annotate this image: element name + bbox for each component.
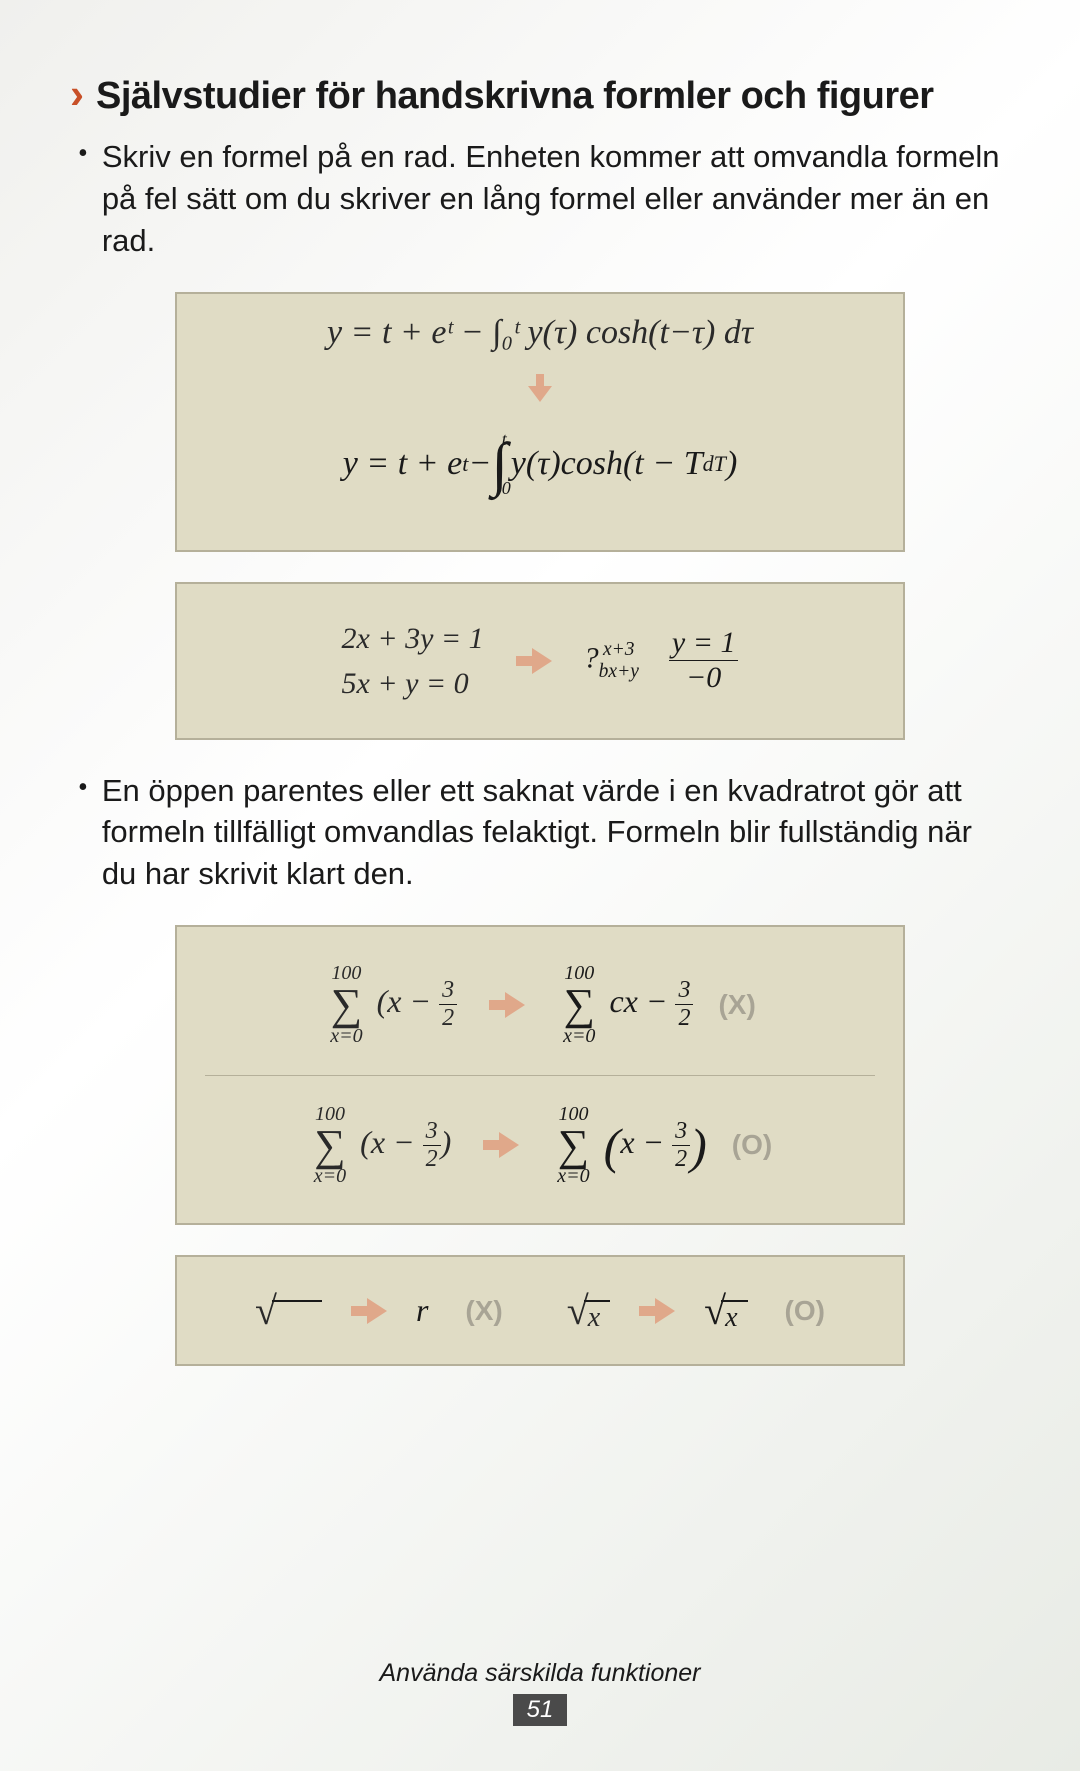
arrow-right-icon [514,646,554,676]
formula-box-3: 100 ∑ x=0 (x − 32 100 ∑ x=0 cx − 32 (X) … [175,925,905,1225]
chevron-icon: › [70,70,84,118]
sigma-icon: ∑ [564,985,595,1025]
fraction: 32 [423,1118,441,1173]
divider [205,1075,875,1076]
formula-box-4: √ r (X) √ x √ x (O) [175,1255,905,1366]
integral-symbol: ∫ t 0 [491,429,510,499]
sum-lower: x=0 [557,1165,589,1188]
result-mark-o: (O) [785,1295,825,1327]
bullet-item-2: • En öppen parentes eller ett saknat vär… [70,770,1010,896]
formula-box-1: y = t + eᵗ − ∫₀ᵗ y(τ) cosh(t−τ) dτ y = t… [175,292,905,552]
typeset-formula-1: y = t + e t − ∫ t 0 y(τ)cosh(t − TdT) [205,429,875,499]
fraction: 32 [439,977,457,1032]
arrow-right-icon [637,1296,677,1326]
arrow-right-icon [349,1296,389,1326]
sqrt-arg [272,1300,322,1334]
frac-den: 2 [675,1146,687,1173]
formula-part: (x − [360,1124,422,1160]
sum-symbol: 100 ∑ x=0 [557,1103,589,1189]
result-mark-x: (X) [718,989,755,1021]
fraction: y = 1 −0 [669,626,739,695]
formula-part: y = t + e [343,445,463,483]
formula-part: ) [726,445,737,483]
footer-text: Använda särskilda funktioner [0,1659,1080,1688]
frac-denominator: −0 [686,661,721,695]
sigma-icon: ∑ [314,1126,345,1166]
handwritten-sqrt-empty: √ [255,1287,322,1334]
formula-part: (x − [377,983,439,1019]
formula-part: ) [441,1124,452,1160]
heading-text: Självstudier för handskrivna formler och… [96,75,934,118]
eq-line-2: 5x + y = 0 [342,661,484,706]
sum-lower: x=0 [563,1025,595,1048]
frac-numerator: y = 1 [669,626,739,661]
frac-num: 3 [672,1118,690,1146]
sqrt-row: √ r (X) √ x √ x (O) [205,1287,875,1334]
page-footer: Använda särskilda funktioner 51 [0,1659,1080,1726]
formula-part: cx − [609,983,675,1019]
equation-row: 2x + 3y = 1 5x + y = 0 ?x+3bx+y y = 1 −0 [205,604,875,718]
sum-row-2: 100 ∑ x=0 (x − 32) 100 ∑ x=0 (x − 32) (O… [205,1088,875,1204]
frac-num: 3 [423,1118,441,1146]
frac-den: 2 [442,1005,454,1032]
formula-part: y(τ)cosh(t − T [511,445,703,483]
formula-part: ? [584,641,599,674]
bullet-icon: • [78,136,88,172]
result-mark-x: (X) [465,1295,502,1327]
sigma-icon: ∑ [558,1126,589,1166]
bullet-text-1: Skriv en formel på en rad. Enheten komme… [102,136,1010,262]
frac-den: 2 [678,1005,690,1032]
sum-lower: x=0 [314,1165,346,1188]
sqrt-arg: x [584,1300,610,1334]
sqrt-arg: x [721,1300,747,1334]
sum-symbol: 100 ∑ x=0 [563,962,595,1048]
typeset-sum-2: 100 ∑ x=0 (x − 32) [551,1103,706,1189]
paren-open: ( [604,1117,621,1173]
sup: x+3 [603,639,635,661]
sigma-icon: ∑ [331,985,362,1025]
sum-row-1: 100 ∑ x=0 (x − 32 100 ∑ x=0 cx − 32 (X) [205,947,875,1063]
bullet-icon: • [78,770,88,806]
frac-den: 2 [426,1146,438,1173]
arrow-right-icon [487,990,527,1020]
stacked-sub-sup: x+3bx+y [599,639,639,683]
sum-symbol: 100 ∑ x=0 [330,962,362,1048]
arrow-right-icon [481,1130,521,1160]
bullet-text-2: En öppen parentes eller ett saknat värde… [102,770,1010,896]
handwritten-sqrt-x: √ x [567,1287,610,1334]
int-upper: t [502,429,507,450]
formula-part: − [468,445,491,483]
section-heading: › Självstudier för handskrivna formler o… [70,70,1010,118]
handwritten-formula-1: y = t + eᵗ − ∫₀ᵗ y(τ) cosh(t−τ) dτ [205,314,875,352]
page-number: 51 [513,1694,568,1726]
frac-num: 3 [675,977,693,1005]
formula-part: x − [620,1124,672,1160]
sum-lower: x=0 [330,1025,362,1048]
handwritten-equations: 2x + 3y = 1 5x + y = 0 [342,616,484,706]
eq-line-1: 2x + 3y = 1 [342,616,484,661]
typeset-sqrt-x: √ x [704,1287,747,1334]
typeset-r: r [416,1292,428,1329]
int-lower: 0 [502,478,511,499]
arrow-down-icon [205,370,875,411]
handwritten-sum-2: 100 ∑ x=0 (x − 32) [308,1103,451,1189]
paren-close: ) [690,1117,707,1173]
sub: bx+y [599,661,639,683]
result-mark-o: (O) [732,1129,772,1161]
sum-symbol: 100 ∑ x=0 [314,1103,346,1189]
typeset-result-2: ?x+3bx+y y = 1 −0 [584,626,739,695]
formula-sub: dT [703,451,726,477]
formula-box-2: 2x + 3y = 1 5x + y = 0 ?x+3bx+y y = 1 −0 [175,582,905,740]
frac-num: 3 [439,977,457,1005]
bullet-item-1: • Skriv en formel på en rad. Enheten kom… [70,136,1010,262]
typeset-sum-1: 100 ∑ x=0 cx − 32 [557,962,693,1048]
fraction: 32 [675,977,693,1032]
handwritten-sum-1: 100 ∑ x=0 (x − 32 [324,962,457,1048]
fraction: 32 [672,1118,690,1173]
